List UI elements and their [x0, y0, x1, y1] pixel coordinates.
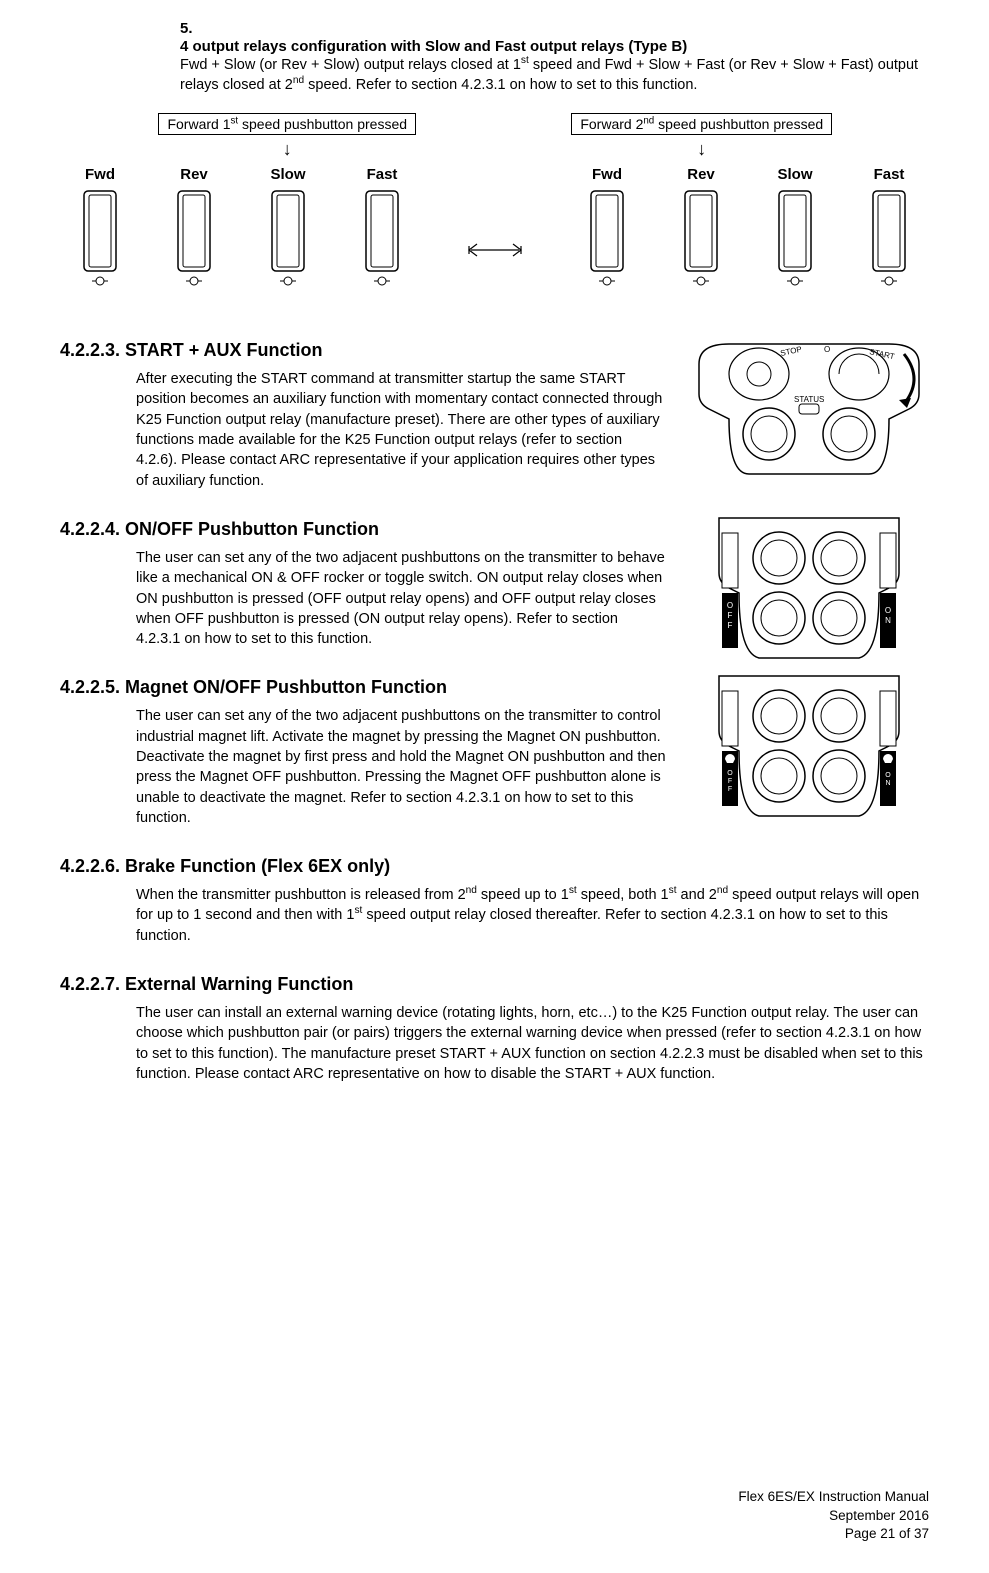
- footer-date: September 2016: [738, 1507, 929, 1525]
- diagram-left-header: Forward 1st speed pushbutton pressed: [158, 113, 416, 135]
- svg-text:N: N: [885, 780, 890, 787]
- relay-slow: Slow: [258, 166, 318, 289]
- relay-icon: [268, 189, 308, 289]
- svg-text:F: F: [728, 786, 732, 793]
- page-footer: Flex 6ES/EX Instruction Manual September…: [738, 1488, 929, 1543]
- transmitter-top-image: STOP O START STATUS: [689, 334, 929, 489]
- svg-text:O: O: [885, 772, 891, 779]
- svg-text:O: O: [727, 770, 733, 777]
- section-heading: 4.2.2.7. External Warning Function: [60, 974, 929, 995]
- relay-rev: Rev: [164, 166, 224, 289]
- section-body: The user can set any of the two adjacent…: [136, 706, 666, 828]
- svg-text:O: O: [885, 606, 891, 615]
- section-4226: 4.2.2.6. Brake Function (Flex 6EX only) …: [60, 856, 929, 946]
- section-4227: 4.2.2.7. External Warning Function The u…: [60, 974, 929, 1084]
- section-4224: O F F O N 4.2.2.4. ON/OFF Pushbutton Fun…: [60, 519, 929, 649]
- relay-icon: [681, 189, 721, 289]
- relay-icon: [869, 189, 909, 289]
- onoff-pushbutton-image: O F F O N: [689, 513, 929, 668]
- relay-fast: Fast: [859, 166, 919, 289]
- section-body: When the transmitter pushbutton is relea…: [136, 885, 936, 946]
- relay-group-right: Fwd Rev: [577, 166, 919, 289]
- relay-slow: Slow: [765, 166, 825, 289]
- relay-icon: [80, 189, 120, 289]
- relay-fast: Fast: [352, 166, 412, 289]
- section-4223: STOP O START STATUS 4.2.2.3. START + AUX…: [60, 340, 929, 491]
- relay-icon: [174, 189, 214, 289]
- bidirectional-arrow-icon: [465, 190, 525, 310]
- relay-rev: Rev: [671, 166, 731, 289]
- relay-icon: [587, 189, 627, 289]
- diagram-right-header: Forward 2nd speed pushbutton pressed: [571, 113, 832, 135]
- svg-text:F: F: [728, 778, 732, 785]
- list-item-title: 4 output relays configuration with Slow …: [180, 38, 687, 55]
- relay-icon: [775, 189, 815, 289]
- list-item-desc: Fwd + Slow (or Rev + Slow) output relays…: [180, 57, 918, 93]
- relay-diagram: Forward 1st speed pushbutton pressed ↓ F…: [60, 113, 929, 310]
- list-item-5: 5. 4 output relays configuration with Sl…: [180, 20, 929, 95]
- svg-text:N: N: [885, 616, 891, 625]
- footer-manual-title: Flex 6ES/EX Instruction Manual: [738, 1488, 929, 1506]
- relay-group-left: Fwd Rev: [70, 166, 412, 289]
- magnet-onoff-image: O F F O N: [689, 671, 929, 826]
- down-arrow-icon: ↓: [80, 139, 495, 160]
- footer-page-number: Page 21 of 37: [738, 1525, 929, 1543]
- relay-icon: [362, 189, 402, 289]
- section-4225: O F F O N 4.2.2.5. Magnet ON/OFF Pushbut…: [60, 677, 929, 828]
- section-heading: 4.2.2.6. Brake Function (Flex 6EX only): [60, 856, 929, 877]
- svg-text:F: F: [728, 611, 733, 620]
- section-body: After executing the START command at tra…: [136, 369, 666, 491]
- svg-text:O: O: [727, 601, 733, 610]
- svg-text:STATUS: STATUS: [794, 395, 824, 404]
- section-body: The user can set any of the two adjacent…: [136, 548, 666, 649]
- section-body: The user can install an external warning…: [136, 1003, 936, 1084]
- down-arrow-icon: ↓: [495, 139, 910, 160]
- relay-fwd: Fwd: [577, 166, 637, 289]
- svg-text:F: F: [728, 621, 733, 630]
- svg-text:O: O: [824, 345, 830, 354]
- list-num: 5.: [180, 20, 204, 37]
- relay-fwd: Fwd: [70, 166, 130, 289]
